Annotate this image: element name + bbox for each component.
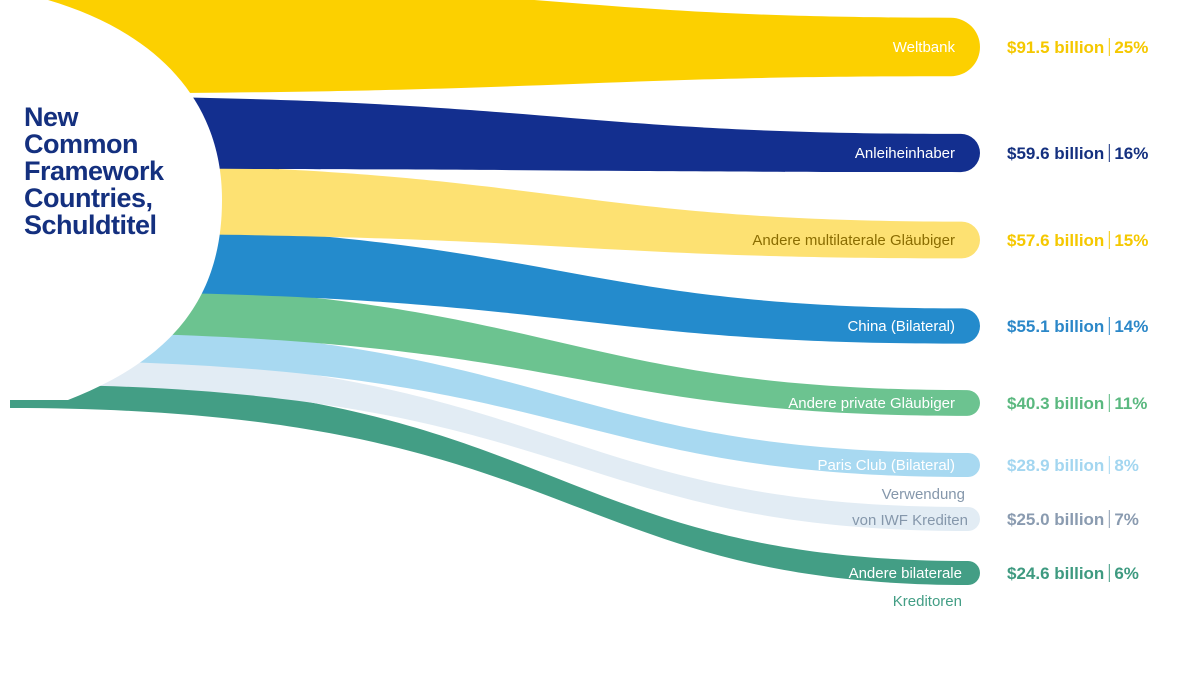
title-line: Countries,: [24, 183, 153, 213]
sankey-band: [10, 325, 980, 477]
value-label: $59.6 billion: [1007, 144, 1104, 163]
share-label: 6%: [1114, 564, 1139, 583]
band-label: Verwendung: [882, 486, 965, 503]
sankey-band: [10, 96, 980, 173]
value-label: $40.3 billion: [1007, 394, 1104, 413]
value-label: $24.6 billion: [1007, 564, 1104, 583]
value-label: $55.1 billion: [1007, 317, 1104, 336]
share-label: 7%: [1114, 510, 1139, 529]
sankey-band: [10, 0, 980, 94]
share-label: 15%: [1114, 231, 1148, 250]
share-label: 8%: [1114, 456, 1139, 475]
sankey-band: [10, 378, 980, 585]
value-label: $25.0 billion: [1007, 510, 1104, 529]
share-label: 11%: [1114, 394, 1147, 413]
band-label: Andere multilaterale Gläubiger: [752, 232, 955, 249]
chart-title: New Common Framework Countries, Schuldti…: [24, 104, 214, 239]
share-label: 14%: [1114, 317, 1148, 336]
value-label: $57.6 billion: [1007, 231, 1104, 250]
share-label: 16%: [1114, 144, 1148, 163]
band-label: Andere private Gläubiger: [788, 395, 955, 412]
band-label: Kreditoren: [893, 593, 962, 610]
sankey-bands: [10, 0, 980, 585]
sankey-band: [10, 224, 980, 344]
title-line: Common: [24, 129, 139, 159]
value-label: $28.9 billion: [1007, 456, 1104, 475]
title-line: Schuldtitel: [24, 210, 157, 240]
band-label: Paris Club (Bilateral): [817, 457, 955, 474]
band-label: Andere bilaterale: [849, 565, 962, 582]
share-label: 25%: [1114, 38, 1148, 57]
title-line: New: [24, 102, 79, 132]
band-label: Weltbank: [893, 39, 956, 56]
value-label: $91.5 billion: [1007, 38, 1104, 57]
band-label: Anleiheinhaber: [855, 145, 955, 162]
band-label: China (Bilateral): [847, 318, 955, 335]
sankey-band: [10, 283, 980, 416]
sankey-band: [10, 163, 980, 259]
sankey-labels: Weltbank $91.5 billion 25% Anleiheinhaber $5…: [752, 38, 1148, 610]
source-node: [0, 0, 222, 400]
band-label: von IWF Krediten: [852, 512, 968, 529]
title-line: Framework: [24, 156, 164, 186]
